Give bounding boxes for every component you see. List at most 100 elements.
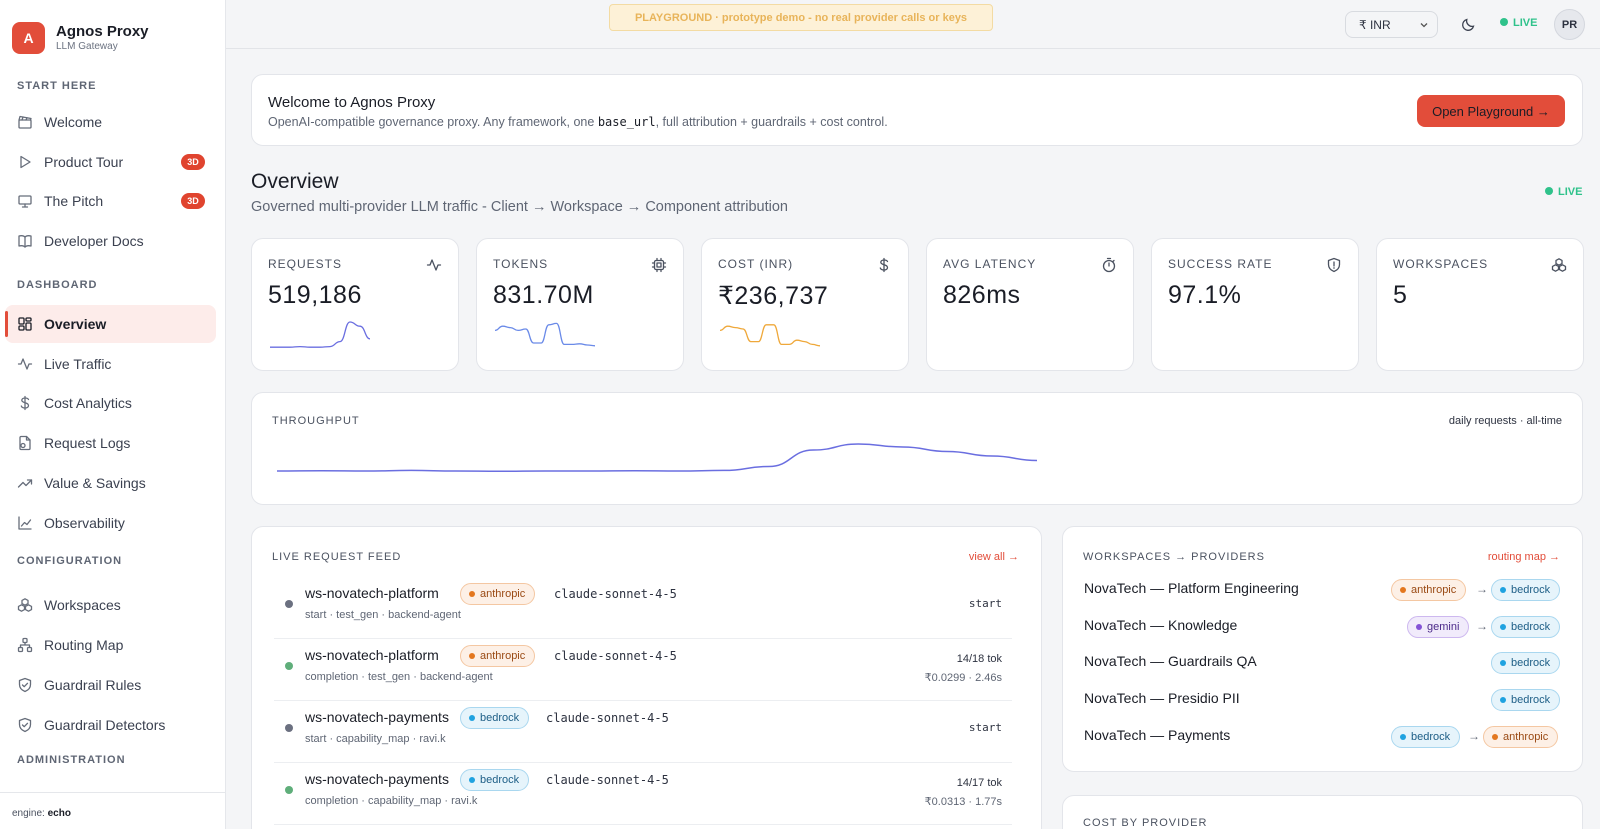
feed-tokens: 14/17 tok	[956, 777, 1002, 789]
sidebar-item-welcome[interactable]: Welcome	[5, 103, 216, 141]
chevron-down-icon	[1420, 23, 1428, 28]
throughput-meta: daily requests · all-time	[1448, 415, 1562, 427]
kpi-value: 519,186	[268, 281, 362, 309]
dollar-icon	[20, 395, 30, 411]
feed-workspace: ws-novatech-platform	[305, 647, 439, 663]
sidebar-item-request-logs[interactable]: Request Logs	[5, 424, 216, 462]
shield-icon	[1327, 257, 1341, 273]
activity-icon	[17, 358, 33, 370]
shield-check-icon	[18, 677, 32, 693]
kpi-value: 831.70M	[493, 281, 594, 309]
provider-name: bedrock	[480, 774, 520, 786]
brand[interactable]: A Agnos Proxy LLM Gateway	[12, 22, 212, 54]
status-dot	[285, 724, 293, 732]
sidebar-item-routing-map[interactable]: Routing Map	[5, 626, 216, 664]
sidebar-item-live-traffic[interactable]: Live Traffic	[5, 345, 216, 383]
kpi-label: REQUESTS	[268, 257, 343, 271]
sidebar-item-guardrail-rules[interactable]: Guardrail Rules	[5, 666, 216, 704]
feed-model: claude-sonnet-4-5	[546, 773, 669, 787]
sidebar-item-product-tour[interactable]: Product Tour 3D	[5, 143, 216, 181]
feed-meta: completion · capability_map · ravi.k	[305, 795, 478, 807]
sidebar-item-label: Observability	[44, 515, 125, 531]
engine-value: echo	[47, 808, 71, 819]
kpi-value: 5	[1393, 281, 1408, 309]
sidebar-item-overview[interactable]: Overview	[5, 305, 216, 343]
kpi-value: 97.1%	[1168, 281, 1242, 309]
sidebar-item-label: Welcome	[44, 114, 103, 130]
sidebar-item-cost-analytics[interactable]: Cost Analytics	[5, 384, 216, 422]
feed-workspace: ws-novatech-payments	[305, 771, 449, 787]
kpi-label: TOKENS	[493, 257, 549, 271]
feed-status: start	[968, 721, 1002, 734]
sidebar-item-label: Product Tour	[44, 154, 124, 170]
feed-model: claude-sonnet-4-5	[546, 711, 669, 725]
throughput-chart	[277, 441, 1037, 477]
sidebar-item-label: Request Logs	[44, 435, 131, 451]
sparkline-path	[720, 325, 820, 346]
kpi-sparkline	[720, 319, 820, 353]
provider-name: anthropic	[480, 650, 526, 662]
welcome-title: Welcome to Agnos Proxy	[268, 94, 436, 111]
view-all-link[interactable]: view all →	[968, 551, 1019, 563]
feed-tokens: 14/18 tok	[956, 653, 1002, 665]
workspaces-providers-card: WORKSPACES → PROVIDERS routing map → Nov…	[1062, 526, 1583, 772]
provider-name: gemini	[1427, 621, 1460, 633]
brand-logo: A	[12, 22, 45, 54]
provider-name: bedrock	[480, 712, 520, 724]
provider-badge: bedrock	[460, 769, 530, 791]
throughput-line	[277, 444, 1037, 471]
top-bar: PLAYGROUND · prototype demo - no real pr…	[226, 0, 1600, 49]
open-playground-button[interactable]: Open Playground →	[1417, 95, 1565, 127]
log-file-icon	[19, 435, 31, 451]
workspace-route-row[interactable]: NovaTech — Presidio PII bedrock	[1063, 682, 1584, 718]
feed-row[interactable]: ws-novatech-payments bedrock claude-sonnet…	[274, 763, 1012, 825]
moon-icon[interactable]	[1461, 16, 1477, 32]
currency-select[interactable]: ₹ INR	[1345, 11, 1438, 38]
provider-name: bedrock	[1411, 731, 1451, 743]
routing-map-link[interactable]: routing map →	[1487, 551, 1560, 563]
live-request-feed: LIVE REQUEST FEED view all → ws-novatech…	[251, 526, 1042, 829]
workspace-route-row[interactable]: NovaTech — Platform Engineering bedrock → a…	[1063, 572, 1584, 608]
sidebar-item-guardrail-detectors[interactable]: Guardrail Detectors	[5, 706, 216, 744]
sidebar-item-observability[interactable]: Observability	[5, 504, 216, 542]
sidebar-item-the-pitch[interactable]: The Pitch 3D	[5, 182, 216, 220]
sparkline-path	[495, 323, 595, 345]
sidebar-item-developer-docs[interactable]: Developer Docs	[5, 222, 216, 260]
sidebar-item-label: Live Traffic	[44, 356, 112, 372]
brand-name: Agnos Proxy	[56, 23, 149, 40]
route-arrow: →	[1476, 582, 1488, 596]
chip-icon	[651, 257, 667, 273]
dollar-icon	[879, 257, 889, 273]
provider-badge: anthropic	[460, 645, 536, 667]
welcome-desc-after: , full attribution + guardrails + cost c…	[655, 115, 888, 129]
sidebar: A Agnos Proxy LLM Gateway START HERE Welc…	[0, 0, 226, 829]
boxes-icon	[17, 598, 33, 612]
feed-row[interactable]: ws-novatech-platform anthropic claude-sonn…	[274, 577, 1012, 639]
workspace-name: NovaTech — Knowledge	[1084, 617, 1238, 633]
provider-name: bedrock	[1511, 584, 1551, 596]
feed-row[interactable]: ws-novatech-payments bedrock claude-sonnet…	[274, 701, 1012, 763]
provider-badge: bedrock	[1491, 689, 1561, 711]
live-dot	[1545, 187, 1553, 196]
sidebar-section-title: DASHBOARD	[17, 279, 98, 291]
kpi-label: AVG LATENCY	[943, 257, 1037, 271]
provider-badge: gemini	[1407, 616, 1470, 638]
feed-row[interactable]: ws-novatech-platform anthropic claude-sonn…	[274, 639, 1012, 701]
shield-check-icon	[18, 717, 32, 733]
welcome-desc-code: base_url	[597, 115, 656, 129]
kpi-label: WORKSPACES	[1393, 257, 1489, 271]
user-avatar[interactable]: PR	[1554, 9, 1585, 40]
page-subtitle: Governed multi-provider LLM traffic - Cl…	[251, 199, 788, 215]
overview-live-label: LIVE	[1558, 186, 1583, 198]
sidebar-item-value-savings[interactable]: Value & Savings	[5, 464, 216, 502]
sidebar-item-workspaces[interactable]: Workspaces	[5, 586, 216, 624]
brand-subtitle: LLM Gateway	[56, 41, 118, 52]
throughput-title: THROUGHPUT	[272, 415, 360, 427]
workspace-route-row[interactable]: NovaTech — Guardrails QA bedrock	[1063, 645, 1584, 681]
welcome-description: OpenAI-compatible governance proxy. Any …	[268, 115, 888, 129]
feed-meta: completion · test_gen · backend-agent	[305, 671, 493, 683]
workspace-route-row[interactable]: NovaTech — Payments anthropic → bedrock	[1063, 719, 1584, 755]
trending-up-icon	[17, 479, 33, 488]
live-indicator: LIVE	[1500, 17, 1537, 29]
workspace-route-row[interactable]: NovaTech — Knowledge bedrock → gemini	[1063, 609, 1584, 645]
